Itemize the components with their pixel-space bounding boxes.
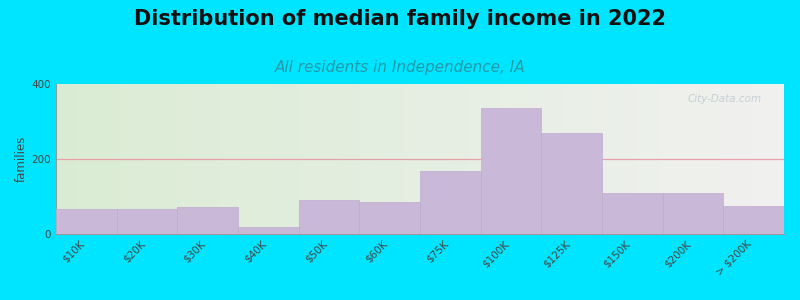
Bar: [723, 206, 784, 234]
Bar: [56, 208, 117, 234]
Bar: [117, 208, 178, 234]
Bar: [298, 200, 359, 234]
Bar: [481, 108, 542, 234]
Text: City-Data.com: City-Data.com: [688, 94, 762, 104]
Bar: [178, 207, 238, 234]
Bar: [420, 171, 481, 234]
Bar: [662, 193, 723, 234]
Bar: [542, 133, 602, 234]
Bar: [238, 226, 298, 234]
Text: Distribution of median family income in 2022: Distribution of median family income in …: [134, 9, 666, 29]
Bar: [602, 193, 662, 234]
Text: All residents in Independence, IA: All residents in Independence, IA: [274, 60, 526, 75]
Bar: [359, 202, 420, 234]
Y-axis label: families: families: [14, 136, 27, 182]
